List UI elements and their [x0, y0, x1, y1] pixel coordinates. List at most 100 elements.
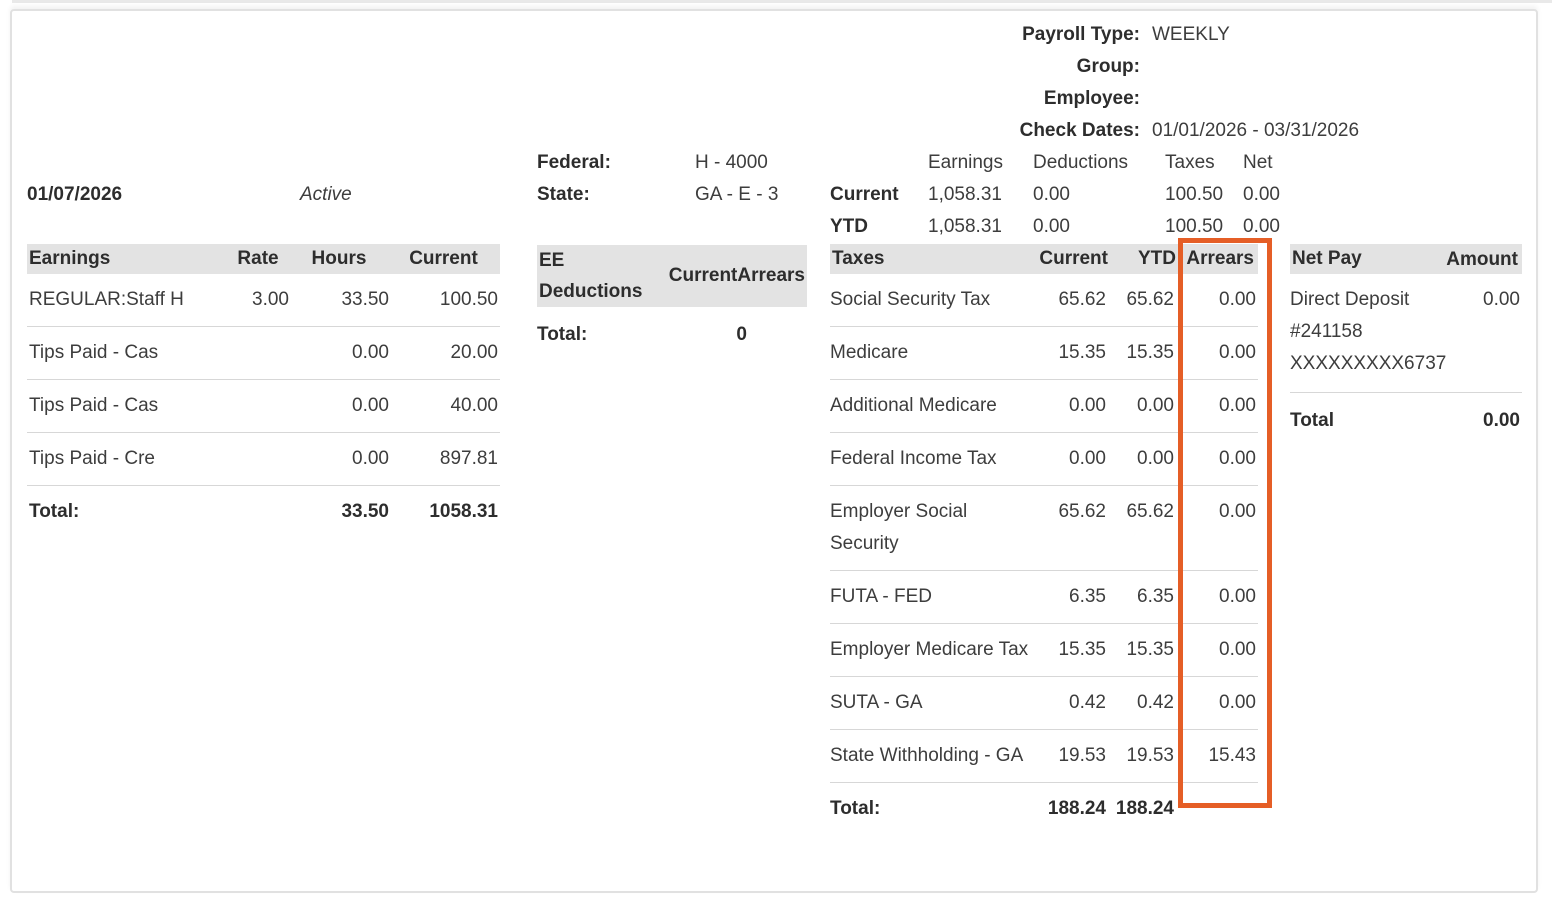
summary-current-deductions: 0.00	[1033, 184, 1070, 205]
summary-col-net: Net	[1243, 152, 1273, 173]
taxes-col-ytd: YTD	[1138, 248, 1176, 269]
tax-name: FUTA - FED	[830, 586, 933, 607]
tax-row: Additional Medicare 0.00 0.00 0.00	[830, 380, 1258, 433]
earning-name: Tips Paid - Cre	[29, 448, 155, 469]
tax-row: Federal Income Tax 0.00 0.00 0.00	[830, 433, 1258, 486]
tax-ytd: 65.62	[1126, 289, 1174, 310]
earning-rate: 3.00	[252, 289, 289, 310]
taxes-table-header: Taxes Current YTD Arrears	[830, 244, 1258, 274]
tax-current: 15.35	[1058, 342, 1106, 363]
summary-current-earnings: 1,058.31	[928, 184, 1002, 205]
summary-col-taxes: Taxes	[1165, 152, 1215, 173]
summary-current-label: Current	[830, 184, 899, 205]
taxes-section: Taxes Current YTD Arrears Social Securit…	[830, 244, 1258, 835]
taxes-total-ytd: 188.24	[1115, 798, 1174, 819]
ee-deductions-total-value: 0	[736, 324, 747, 345]
earning-rate	[227, 443, 289, 475]
taxes-col-arrears: Arrears	[1186, 248, 1254, 269]
earnings-row: Tips Paid - Cas 0.00 20.00	[27, 327, 500, 380]
net-pay-amount: 0.00	[1483, 289, 1520, 310]
tax-ytd: 19.53	[1126, 745, 1174, 766]
taxes-col-name: Taxes	[832, 248, 885, 269]
earning-current: 100.50	[439, 289, 498, 310]
taxes-col-current: Current	[1039, 248, 1108, 269]
earnings-total-row: Total: 33.50 1058.31	[27, 486, 500, 538]
tax-name: Social Security Tax	[830, 289, 991, 310]
tax-ytd: 0.00	[1137, 395, 1174, 416]
earnings-col-rate: Rate	[237, 248, 279, 269]
check-status: Active	[300, 184, 352, 205]
tax-arrears: 15.43	[1208, 745, 1256, 766]
tax-arrears: 0.00	[1219, 395, 1256, 416]
ee-deductions-columns: CurrentArrears	[669, 265, 805, 287]
tax-row: Employer Social Security 65.62 65.62 0.0…	[830, 486, 1258, 571]
tax-row: FUTA - FED 6.35 6.35 0.00	[830, 571, 1258, 624]
ee-col-current: Current	[668, 265, 738, 286]
net-pay-row: Direct Deposit #241158 XXXXXXXXX6737 0.0…	[1290, 274, 1522, 393]
ee-col-arrears: Arrears	[737, 265, 805, 286]
payroll-summary-table: Earnings Deductions Taxes Net Current 1,…	[830, 147, 1310, 243]
tax-arrears: 0.00	[1219, 692, 1256, 713]
earnings-col-current: Current	[409, 248, 478, 269]
net-pay-section: Net Pay Amount Direct Deposit #241158 XX…	[1290, 244, 1522, 449]
employee-value	[1152, 83, 1430, 115]
tax-row: SUTA - GA 0.42 0.42 0.00	[830, 677, 1258, 730]
summary-current-taxes: 100.50	[1165, 184, 1224, 205]
payroll-type-value: WEEKLY	[1152, 24, 1230, 45]
summary-current-net: 0.00	[1243, 184, 1280, 205]
tax-row: State Withholding - GA 19.53 19.53 15.43	[830, 730, 1258, 783]
net-pay-table-header: Net Pay Amount	[1290, 244, 1522, 274]
group-value	[1152, 51, 1430, 83]
tax-ytd: 0.42	[1137, 692, 1174, 713]
check-dates-label: Check Dates:	[1019, 120, 1140, 141]
summary-ytd-taxes: 100.50	[1165, 216, 1224, 237]
tax-current: 6.35	[1069, 586, 1106, 607]
tax-arrears: 0.00	[1219, 342, 1256, 363]
tax-ytd: 15.35	[1126, 342, 1174, 363]
tax-row: Medicare 15.35 15.35 0.00	[830, 327, 1258, 380]
tax-row: Social Security Tax 65.62 65.62 0.00	[830, 274, 1258, 327]
net-pay-account-masked: XXXXXXXXX6737	[1290, 353, 1447, 374]
state-filing-label: State:	[537, 184, 590, 205]
payroll-header-info: Payroll Type: WEEKLY Group: Employee: Ch…	[830, 19, 1430, 147]
net-pay-total-row: Total 0.00	[1290, 393, 1522, 449]
net-pay-method: Direct Deposit #241158 XXXXXXXXX6737	[1290, 284, 1447, 380]
federal-filing-label: Federal:	[537, 152, 611, 173]
report-card-background	[10, 9, 1538, 893]
earning-name: REGULAR:Staff H	[29, 289, 184, 310]
check-meta-row: 01/07/2026 Active	[27, 179, 500, 211]
check-dates-value: 01/01/2026 - 03/31/2026	[1152, 120, 1360, 141]
tax-name: Employer Social Security	[830, 501, 968, 554]
earnings-col-name: Earnings	[29, 248, 111, 269]
earning-hours: 0.00	[352, 342, 389, 363]
check-date: 01/07/2026	[27, 184, 123, 205]
tax-name: Employer Medicare Tax	[830, 639, 1029, 660]
earning-hours: 0.00	[352, 395, 389, 416]
tax-ytd: 6.35	[1137, 586, 1174, 607]
ee-deductions-table-header: EE Deductions CurrentArrears	[537, 245, 807, 307]
tax-name: Additional Medicare	[830, 395, 997, 416]
earnings-row: Tips Paid - Cre 0.00 897.81	[27, 433, 500, 486]
summary-ytd-net: 0.00	[1243, 216, 1280, 237]
summary-col-earnings: Earnings	[928, 152, 1003, 173]
net-pay-col-amount: Amount	[1446, 249, 1518, 270]
state-filing-value: GA - E - 3	[695, 184, 779, 205]
payroll-type-label: Payroll Type:	[1022, 24, 1140, 45]
earnings-total-label: Total:	[29, 501, 80, 522]
tax-name: State Withholding - GA	[830, 745, 1024, 766]
net-pay-total-value: 0.00	[1483, 410, 1520, 431]
federal-filing-value: H - 4000	[695, 152, 768, 173]
net-pay-col-name: Net Pay	[1292, 248, 1362, 269]
tax-arrears: 0.00	[1219, 639, 1256, 660]
tax-current: 0.00	[1069, 448, 1106, 469]
tax-setup-fields: Federal: H - 4000 State: GA - E - 3	[537, 147, 807, 211]
tax-ytd: 65.62	[1126, 501, 1174, 522]
tax-current: 65.62	[1058, 501, 1106, 522]
taxes-total-label: Total:	[830, 798, 881, 819]
taxes-total-row: Total: 188.24 188.24	[830, 783, 1258, 835]
earning-rate	[227, 337, 289, 369]
tax-arrears: 0.00	[1219, 448, 1256, 469]
tax-ytd: 0.00	[1137, 448, 1174, 469]
tax-current: 19.53	[1058, 745, 1106, 766]
